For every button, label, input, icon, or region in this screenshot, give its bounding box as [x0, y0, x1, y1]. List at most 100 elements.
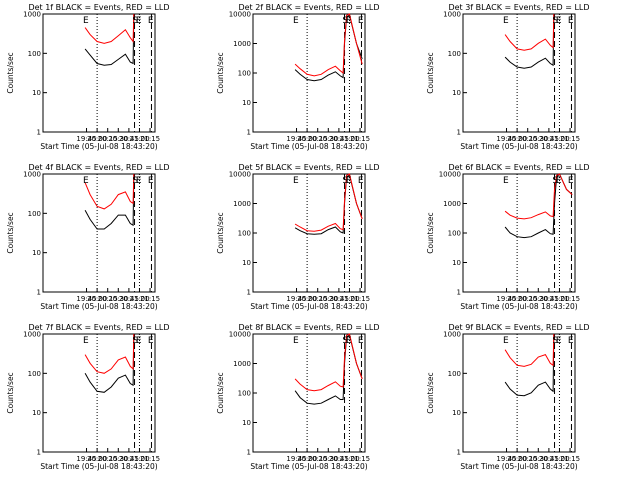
- chart-title: Det 6f BLACK = Events, RED = LLD: [448, 163, 589, 172]
- event-marker: E: [568, 16, 574, 26]
- series-line: [84, 173, 135, 230]
- series-line: [84, 173, 135, 210]
- x-tick-label: 20:45: [119, 135, 139, 143]
- plot-frame: [252, 13, 366, 133]
- x-tick-label: 21:15: [140, 135, 160, 143]
- y-axis-label: Counts/sec: [6, 52, 15, 93]
- x-axis-label: Start Time (05-Jul-08 18:43:20): [40, 142, 157, 151]
- event-marker: E: [148, 336, 154, 346]
- event-marker: E: [503, 336, 509, 346]
- x-tick-label: 20:15: [518, 135, 538, 143]
- x-tick-label: 19:45: [496, 295, 516, 303]
- y-tick-label: 1000: [23, 171, 41, 179]
- x-tick-label: 19:45: [286, 455, 306, 463]
- chart-title: Det 5f BLACK = Events, RED = LLD: [238, 163, 379, 172]
- x-tick-label: 21:00: [339, 135, 359, 143]
- y-tick-label: 10: [242, 99, 251, 107]
- x-tick-label: 21:15: [350, 295, 370, 303]
- x-tick-label: 20:15: [308, 295, 328, 303]
- x-tick-label: 19:45: [76, 135, 96, 143]
- chart-title: Det 7f BLACK = Events, RED = LLD: [28, 323, 169, 332]
- x-tick-label: 21:15: [140, 295, 160, 303]
- x-tick-label: 19:45: [286, 295, 306, 303]
- x-axis-label: Start Time (05-Jul-08 18:43:20): [460, 142, 577, 151]
- x-tick-label: 21:15: [140, 455, 160, 463]
- y-tick-label: 1000: [233, 40, 251, 48]
- y-tick-label: 10: [32, 249, 41, 257]
- x-axis-label: Start Time (05-Jul-08 18:43:20): [40, 462, 157, 471]
- event-marker: E: [83, 16, 89, 26]
- x-tick-label: 20:00: [297, 455, 317, 463]
- event-marker: E: [556, 16, 562, 26]
- x-tick-label: 20:45: [119, 295, 139, 303]
- y-tick-label: 100: [28, 370, 41, 378]
- y-tick-label: 1000: [443, 331, 461, 339]
- x-tick-label: 21:15: [350, 455, 370, 463]
- x-tick-label: 21:15: [560, 135, 580, 143]
- series-line: [84, 333, 135, 374]
- plot-frame: [462, 333, 576, 453]
- event-marker: E: [83, 176, 89, 186]
- event-marker: S: [552, 16, 558, 26]
- y-tick-label: 1: [247, 129, 251, 137]
- y-tick-label: 10000: [439, 171, 461, 179]
- y-tick-label: 10: [452, 259, 461, 267]
- chart-title: Det 3f BLACK = Events, RED = LLD: [448, 3, 589, 12]
- event-marker: E: [568, 176, 574, 186]
- plot-frame: [462, 13, 576, 133]
- event-marker: E: [346, 16, 352, 26]
- y-tick-label: 10: [32, 89, 41, 97]
- x-axis-label: Start Time (05-Jul-08 18:43:20): [250, 302, 367, 311]
- x-tick-label: 20:45: [119, 455, 139, 463]
- y-axis-label: Counts/sec: [426, 212, 435, 253]
- event-marker: E: [148, 176, 154, 186]
- y-tick-label: 1: [247, 289, 251, 297]
- x-tick-label: 20:30: [528, 295, 548, 303]
- x-tick-label: 21:00: [549, 455, 569, 463]
- x-tick-label: 20:00: [297, 295, 317, 303]
- event-marker: S: [342, 176, 348, 186]
- event-marker: S: [552, 176, 558, 186]
- series-line: [504, 13, 555, 51]
- detector-panel: Det 5f BLACK = Events, RED = LLD 1 10 100 10…: [216, 163, 380, 311]
- y-tick-label: 1000: [233, 360, 251, 368]
- x-tick-label: 20:00: [87, 295, 107, 303]
- x-tick-label: 20:00: [87, 455, 107, 463]
- x-tick-label: 20:00: [87, 135, 107, 143]
- event-marker: E: [568, 336, 574, 346]
- x-tick-label: 21:15: [350, 135, 370, 143]
- chart-title: Det 1f BLACK = Events, RED = LLD: [28, 3, 169, 12]
- plot-frame: [42, 173, 156, 293]
- chart-title: Det 9f BLACK = Events, RED = LLD: [448, 323, 589, 332]
- x-tick-label: 21:00: [129, 455, 149, 463]
- x-tick-label: 20:00: [507, 455, 527, 463]
- event-marker: S: [132, 176, 138, 186]
- y-tick-label: 1000: [23, 11, 41, 19]
- series-line: [504, 13, 555, 69]
- event-marker: E: [358, 16, 364, 26]
- y-tick-label: 100: [448, 230, 461, 238]
- x-tick-label: 21:15: [560, 295, 580, 303]
- y-tick-label: 100: [238, 70, 251, 78]
- event-marker: E: [136, 336, 142, 346]
- y-tick-label: 10: [242, 259, 251, 267]
- x-axis-label: Start Time (05-Jul-08 18:43:20): [460, 462, 577, 471]
- x-tick-label: 21:00: [339, 295, 359, 303]
- y-tick-label: 10: [32, 409, 41, 417]
- y-tick-label: 100: [28, 50, 41, 58]
- event-marker: S: [342, 16, 348, 26]
- y-tick-label: 1000: [23, 331, 41, 339]
- y-axis-label: Counts/sec: [426, 52, 435, 93]
- y-tick-label: 1: [457, 129, 461, 137]
- detector-panel: Det 6f BLACK = Events, RED = LLD 1 10 100 10…: [426, 163, 590, 311]
- event-marker: E: [358, 336, 364, 346]
- series-line: [294, 14, 363, 82]
- x-tick-label: 20:30: [318, 135, 338, 143]
- y-axis-label: Counts/sec: [426, 372, 435, 413]
- series-line: [504, 173, 573, 220]
- y-tick-label: 1: [37, 449, 41, 457]
- chart-title: Det 8f BLACK = Events, RED = LLD: [238, 323, 379, 332]
- series-line: [504, 333, 555, 397]
- y-tick-label: 1: [37, 289, 41, 297]
- x-tick-label: 20:00: [507, 135, 527, 143]
